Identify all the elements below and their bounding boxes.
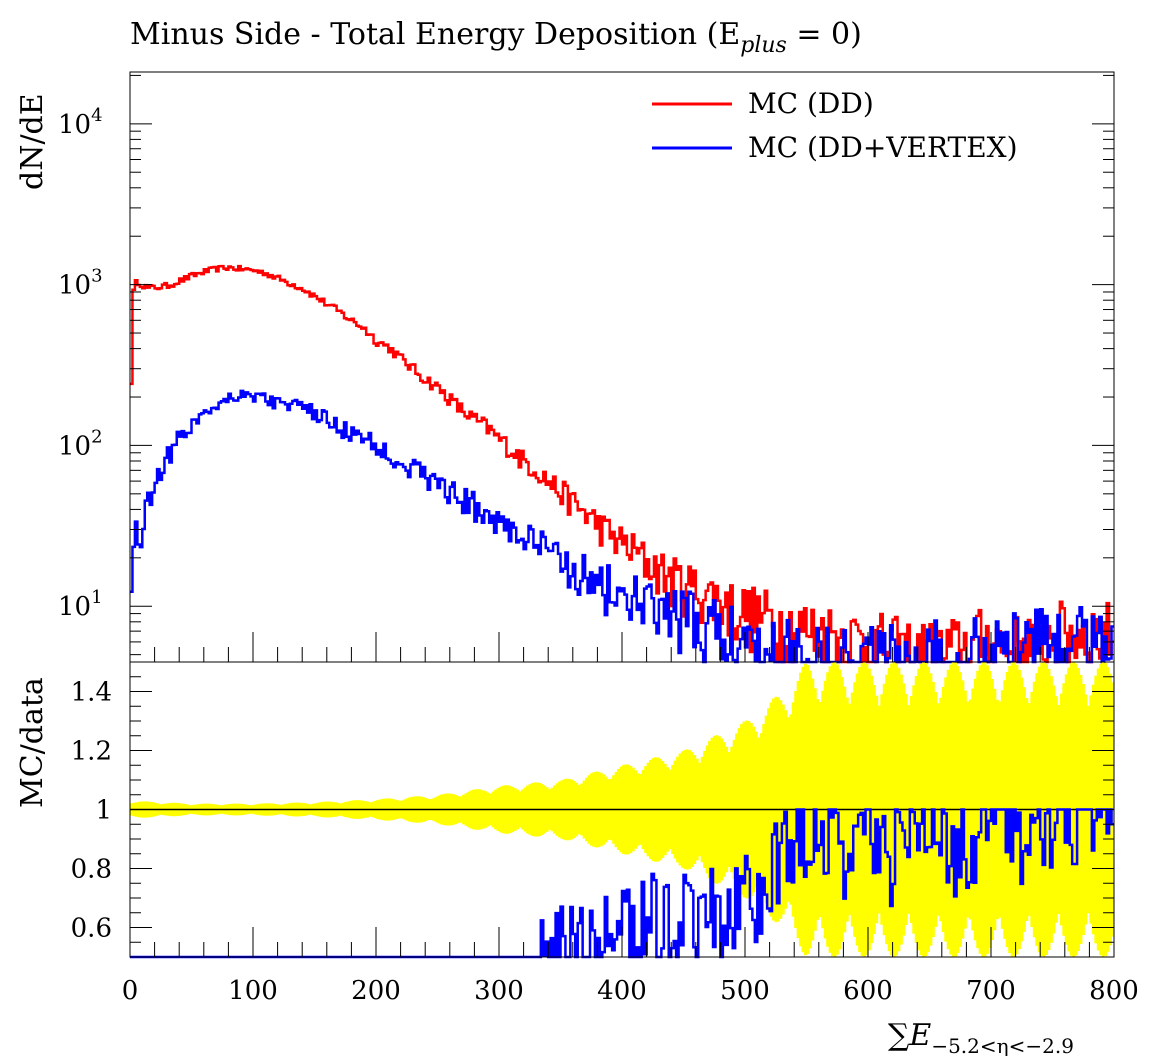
y-tick-label-exponent: 3	[91, 266, 102, 287]
x-axis-label: ∑E−5.2<η<−2.9	[888, 1018, 1074, 1056]
x-ticks: 0 100 200 300 400 500 600 700 800	[122, 632, 1139, 1006]
series-line-mc-dd	[130, 264, 1114, 664]
y-tick-label-base: 10	[58, 431, 91, 461]
chart-title-end: = 0)	[787, 17, 862, 52]
bottom-panel: 0.6 0.8 1 1.2 1.4 0 100 200 300 400 500 600 700 800	[71, 632, 1139, 1006]
x-tick-label: 200	[351, 976, 401, 1006]
x-tick-label: 300	[474, 976, 524, 1006]
y-tick-label-exponent: 4	[91, 105, 102, 126]
bottom-y-ticks: 0.6 0.8 1 1.2 1.4	[71, 661, 1114, 944]
chart-title-subscript: plus	[740, 33, 787, 58]
y-tick-label: 1.4	[71, 678, 112, 708]
top-y-axis-label: dN/dE	[15, 93, 50, 190]
x-tick-label: 700	[966, 976, 1016, 1006]
y-tick-label-base: 10	[58, 110, 91, 140]
x-axis-label-subscript: −5.2<η<−2.9	[931, 1034, 1074, 1056]
y-tick-label-base: 10	[58, 592, 91, 622]
chart-title-main: Minus Side - Total Energy Deposition (E	[130, 17, 740, 52]
y-tick-label: 1	[95, 796, 112, 826]
x-tick-label: 0	[122, 976, 139, 1006]
y-tick-label: 1.2	[71, 737, 112, 767]
x-tick-label: 100	[228, 976, 278, 1006]
y-tick-label: 102	[58, 426, 103, 461]
legend-label-mc-dd-vertex: MC (DD+VERTEX)	[748, 131, 1018, 164]
x-tick-label: 800	[1089, 976, 1139, 1006]
y-tick-label: 0.6	[71, 914, 112, 944]
x-tick-label: 500	[720, 976, 770, 1006]
y-tick-label-base: 10	[58, 271, 91, 301]
legend-label-mc-dd: MC (DD)	[748, 87, 874, 120]
x-axis-label-sum: ∑	[888, 1018, 910, 1053]
y-tick-label: 103	[58, 266, 103, 301]
chart-title: Minus Side - Total Energy Deposition (Ep…	[130, 17, 862, 58]
x-tick-label: 400	[597, 976, 647, 1006]
bottom-y-axis-label: MC/data	[15, 677, 50, 808]
y-tick-label: 0.8	[71, 855, 112, 885]
y-tick-label: 104	[58, 105, 103, 140]
legend: MC (DD) MC (DD+VERTEX)	[652, 87, 1018, 164]
x-tick-label: 600	[843, 976, 893, 1006]
y-tick-label-exponent: 2	[91, 426, 102, 447]
x-axis-label-e: E	[908, 1018, 931, 1053]
y-tick-label: 101	[58, 587, 103, 622]
y-tick-label-exponent: 1	[91, 587, 102, 608]
